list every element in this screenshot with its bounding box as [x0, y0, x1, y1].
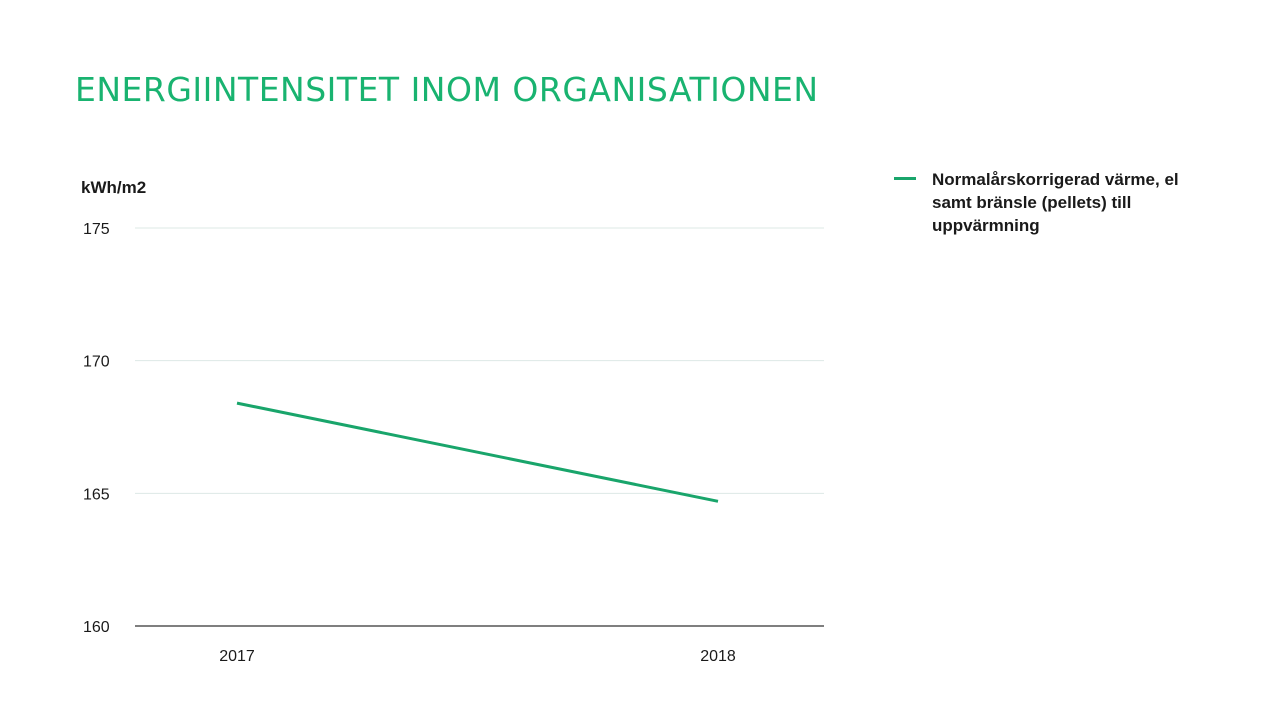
series-line — [236, 401, 719, 503]
y-tick-label: 170 — [83, 354, 110, 371]
y-tick-label: 175 — [83, 221, 110, 238]
x-tick-label: 2017 — [219, 648, 255, 665]
legend-line-swatch — [894, 177, 916, 180]
y-tick-label: 160 — [83, 619, 110, 636]
y-axis-label: kWh/m2 — [81, 178, 147, 197]
legend-label: Normalårskorrigerad värme, el samt bräns… — [932, 170, 1179, 235]
x-tick-label: 2018 — [700, 648, 736, 665]
chart-title: ENERGIINTENSITET INOM ORGANISATIONEN — [75, 70, 819, 109]
y-tick-label: 165 — [83, 486, 110, 503]
